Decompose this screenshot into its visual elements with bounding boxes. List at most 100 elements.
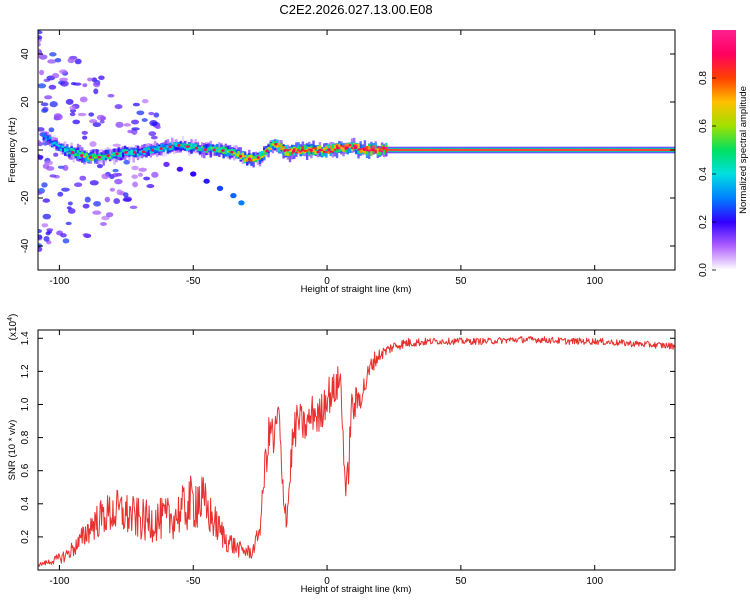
spectrogram-ridge-cell (81, 153, 84, 163)
spectrogram-ridge-cell (141, 149, 144, 152)
spectrogram-ridge-peak (168, 145, 172, 149)
spectrogram-ridge-cell (145, 148, 148, 158)
spectrogram-ridge-cell (421, 149, 424, 151)
spectrogram-noise-blob (79, 175, 87, 181)
colorbar-tick-label: 0.0 (698, 263, 709, 277)
spectrogram-ridge-cell (57, 145, 60, 147)
spectrogram-ridge-peak (141, 150, 146, 154)
spectrogram-ridge-cell (260, 155, 264, 158)
spectrogram-noise-blob (51, 72, 60, 79)
spectrogram-ridge-cell (406, 149, 409, 151)
spectrogram-ridge-cell (427, 149, 431, 151)
spectrogram-panel: -100 -50 0 50 100 -40 -20 0 20 40 Height of stra… (7, 29, 676, 295)
spectrogram-ridge-cell (485, 149, 489, 151)
colorbar-tick-label: 0.6 (698, 119, 709, 133)
spectrogram-ridge-cell (190, 146, 193, 153)
spectrogram-noise-blob (131, 174, 139, 179)
spectrogram-ridge-cell (526, 149, 529, 151)
spectrogram-ridge-cell (85, 154, 88, 156)
spectrogram-ridge-cell (378, 149, 382, 156)
spectrogram-ridge-cell (83, 155, 86, 163)
spectrogram-ridge-cell (57, 145, 60, 151)
spectrogram-ridge-cell (545, 149, 549, 151)
spectrogram-ridge-cell (571, 149, 574, 151)
spectrogram-ridge-cell (123, 149, 127, 152)
spectrogram-ridge-cell (72, 153, 75, 157)
spectrogram-ridge-peak (71, 151, 75, 154)
spectrogram-ridge-cell (192, 143, 195, 148)
spectrogram-ridge-cell (385, 147, 388, 150)
spectrogram-noise-blob (148, 111, 155, 116)
spectrogram-noise-blob (114, 104, 123, 110)
spectrogram-ridge-cell (263, 154, 266, 157)
spectrogram-ridge-cell (603, 149, 606, 151)
spectrogram-noise-blob (67, 208, 76, 214)
spectrogram-ridge-cell (323, 150, 326, 153)
spectrogram-ridge-cell (66, 149, 69, 152)
spectrogram-ridge-cell (254, 158, 257, 163)
spectrogram-noise-blob (104, 196, 111, 203)
snr-series-line (38, 336, 675, 567)
spectrogram-ridge-cell (475, 149, 478, 151)
spectrogram-ridge-cell (100, 154, 103, 157)
spectrogram-ridge-cell (509, 149, 512, 151)
spectrogram-ridge-peak (115, 152, 119, 156)
spectrogram-ridge-cell (104, 154, 108, 158)
snr-y-tick-label: 0.4 (20, 496, 31, 510)
snr-y-tick-label: 0.6 (20, 463, 31, 477)
spectrogram-noise-blob (70, 81, 77, 86)
spectrogram-noise-blob (137, 172, 144, 177)
spectrogram-noise-blob (112, 143, 121, 147)
spectrogram-ridge-cell (652, 149, 656, 151)
spectrogram-noise-blob (155, 125, 161, 130)
spectrogram-ridge-cell (245, 157, 249, 162)
spectrogram-ridge-cell (312, 147, 315, 149)
spectrogram-ridge-cell (44, 135, 48, 140)
spectrogram-noise-blob (41, 182, 48, 188)
spectrogram-ridge-cell (207, 147, 210, 150)
spectrogram-ridge-cell (370, 148, 373, 156)
spectrogram-ridge-peak (80, 154, 84, 157)
spectrogram-ridge-cell (215, 147, 219, 150)
spectrogram-ridge-cell (46, 138, 50, 141)
spectrogram-ridge-peak (177, 143, 181, 147)
spectrogram-ridge-cell (558, 149, 561, 151)
spectrogram-ridge-cell (138, 150, 142, 153)
spectrogram-ridge-cell (357, 143, 360, 149)
spectrogram-ridge-cell (55, 141, 58, 146)
spectrogram-ridge-cell (258, 157, 262, 159)
spectrogram-ridge-cell (59, 148, 63, 151)
spectrogram-ridge-cell (83, 156, 86, 158)
spectrogram-ridge-cell (487, 149, 491, 151)
spectrogram-ridge-cell (359, 148, 362, 150)
spectrogram-ridge-cell (55, 143, 58, 146)
spectrogram-noise-blob (112, 168, 119, 173)
spectrogram-noise-blob (42, 213, 52, 220)
spectrogram-ridge-cell (119, 151, 123, 154)
spectrogram-noise-blob (46, 228, 54, 232)
spectrogram-ridge-cell (372, 146, 375, 149)
spectrogram-ridge-cell (535, 149, 538, 151)
snr-x-tick-label: 50 (455, 576, 467, 587)
spectrogram-ridge-cell (479, 149, 482, 151)
spectrogram-ridge-cell (239, 157, 242, 160)
spectrogram-y-label: Frequency (Hz) (7, 117, 18, 182)
spectrogram-ridge-cell (494, 149, 497, 151)
spectrogram-ridge-cell (376, 149, 379, 155)
spectrogram-ridge-cell (213, 146, 217, 150)
spectrogram-ridge-cell (657, 149, 660, 151)
colorbar: 0.0 0.2 0.4 0.6 0.8 Normalized spectral ampl… (698, 30, 749, 277)
spectrogram-noise-blob (129, 205, 138, 210)
spectrogram-ridge-peak (371, 148, 375, 152)
spectrogram-noise-blob (55, 114, 63, 121)
spectrogram-ridge-cell (515, 149, 519, 151)
spectrogram-ridge-cell (143, 152, 146, 155)
spectrogram-ridge-cell (607, 149, 611, 151)
spectrogram-noise-blob (61, 187, 70, 192)
spectrogram-noise-blob (69, 105, 76, 111)
spectrogram-branch-blob (176, 166, 184, 172)
spectrogram-ridge-peak (344, 146, 349, 150)
spectrogram-ridge-cell (98, 158, 101, 161)
spectrogram-ridge-cell (434, 149, 437, 151)
spectrogram-ridge-cell (308, 148, 311, 151)
